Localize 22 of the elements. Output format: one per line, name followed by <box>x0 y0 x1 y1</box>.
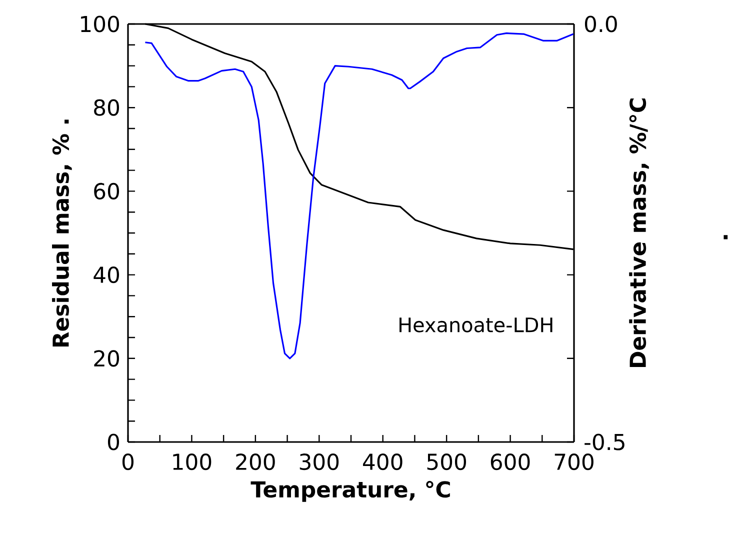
line-series <box>144 32 574 360</box>
x-tick-label: 300 <box>300 454 339 470</box>
x-tick-label: 700 <box>554 454 594 470</box>
y2-axis-title: Derivative mass, %/°C <box>629 98 649 367</box>
y-tick-label: 100 <box>81 16 120 32</box>
y-tick-label: 0 <box>108 434 120 450</box>
annotation: Hexanoate-LDH <box>400 318 552 332</box>
x-tick-label: 600 <box>490 454 530 470</box>
x-tick-label: 200 <box>236 454 275 470</box>
text: . <box>724 235 728 240</box>
y-tick-label: 20 <box>94 350 120 367</box>
x-tick-label: 100 <box>173 454 212 470</box>
x-tick-label: 400 <box>363 454 402 470</box>
y-tick-label: 80 <box>94 99 120 116</box>
x-tick-label: 0 <box>122 454 134 470</box>
x-tick-label: 500 <box>427 454 466 470</box>
x-axis-title: Temperature, °C <box>250 480 450 502</box>
y-tick-label: 60 <box>94 182 120 200</box>
y-tick-label: 40 <box>94 266 120 284</box>
y2-tick-label: 0.0 <box>584 16 617 32</box>
y-axis-title: Residual mass, % . <box>52 120 72 347</box>
y2-tick-label: -0.5 <box>584 434 624 450</box>
